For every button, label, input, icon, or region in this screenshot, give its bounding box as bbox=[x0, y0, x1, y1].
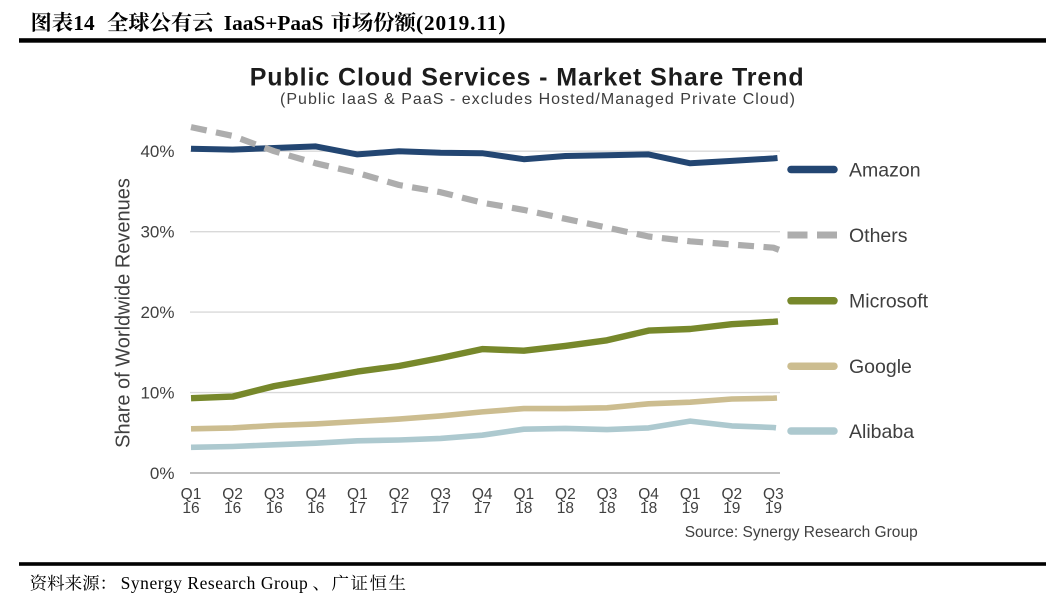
svg-text:14: 14 bbox=[73, 11, 95, 35]
svg-text:10%: 10% bbox=[140, 384, 174, 403]
svg-text:Q4: Q4 bbox=[472, 486, 493, 503]
svg-text:Q4: Q4 bbox=[638, 486, 659, 503]
svg-text:0%: 0% bbox=[150, 464, 175, 483]
svg-text:18: 18 bbox=[598, 500, 615, 517]
svg-text:20%: 20% bbox=[140, 303, 174, 322]
svg-text:16: 16 bbox=[266, 500, 283, 517]
svg-text:18: 18 bbox=[640, 500, 657, 517]
svg-text:Others: Others bbox=[849, 225, 908, 247]
svg-text:17: 17 bbox=[432, 500, 449, 517]
svg-text:19: 19 bbox=[765, 500, 782, 517]
svg-text:18: 18 bbox=[557, 500, 574, 517]
svg-text:Source: Synergy Research Group: Source: Synergy Research Group bbox=[685, 524, 918, 541]
svg-text:19: 19 bbox=[723, 500, 740, 517]
svg-text:Q1: Q1 bbox=[181, 486, 202, 503]
svg-text:17: 17 bbox=[390, 500, 407, 517]
svg-text:Q3: Q3 bbox=[264, 486, 285, 503]
svg-text:(2019.11): (2019.11) bbox=[416, 11, 506, 35]
svg-text:16: 16 bbox=[182, 500, 199, 517]
svg-text:Google: Google bbox=[849, 356, 912, 378]
svg-text:Q1: Q1 bbox=[347, 486, 368, 503]
svg-text:Amazon: Amazon bbox=[849, 159, 921, 181]
svg-text:Share of Worldwide Revenues: Share of Worldwide Revenues bbox=[113, 178, 135, 448]
svg-text:Synergy Research Group: Synergy Research Group bbox=[121, 573, 309, 593]
svg-text:Q3: Q3 bbox=[597, 486, 618, 503]
svg-text:Alibaba: Alibaba bbox=[849, 421, 914, 443]
svg-text:Q2: Q2 bbox=[555, 486, 576, 503]
svg-text:30%: 30% bbox=[140, 223, 174, 242]
svg-text:17: 17 bbox=[349, 500, 366, 517]
svg-text:Q2: Q2 bbox=[389, 486, 410, 503]
svg-text:Microsoft: Microsoft bbox=[849, 291, 929, 313]
svg-text:19: 19 bbox=[682, 500, 699, 517]
svg-text:(Public IaaS & PaaS - excludes: (Public IaaS & PaaS - excludes Hosted/Ma… bbox=[280, 91, 795, 108]
svg-text:40%: 40% bbox=[140, 142, 174, 161]
svg-text:Q2: Q2 bbox=[222, 486, 243, 503]
svg-text:Public Cloud Services - Market: Public Cloud Services - Market Share Tre… bbox=[250, 63, 804, 91]
svg-text:Q1: Q1 bbox=[513, 486, 534, 503]
svg-text:Q4: Q4 bbox=[305, 486, 326, 503]
svg-text:IaaS+PaaS: IaaS+PaaS bbox=[224, 11, 324, 35]
svg-text:Q3: Q3 bbox=[430, 486, 451, 503]
svg-text:Q2: Q2 bbox=[721, 486, 742, 503]
svg-text:16: 16 bbox=[224, 500, 241, 517]
svg-text:Q3: Q3 bbox=[763, 486, 784, 503]
svg-text:16: 16 bbox=[307, 500, 324, 517]
svg-text:Q1: Q1 bbox=[680, 486, 701, 503]
svg-text:17: 17 bbox=[474, 500, 491, 517]
svg-text:18: 18 bbox=[515, 500, 532, 517]
